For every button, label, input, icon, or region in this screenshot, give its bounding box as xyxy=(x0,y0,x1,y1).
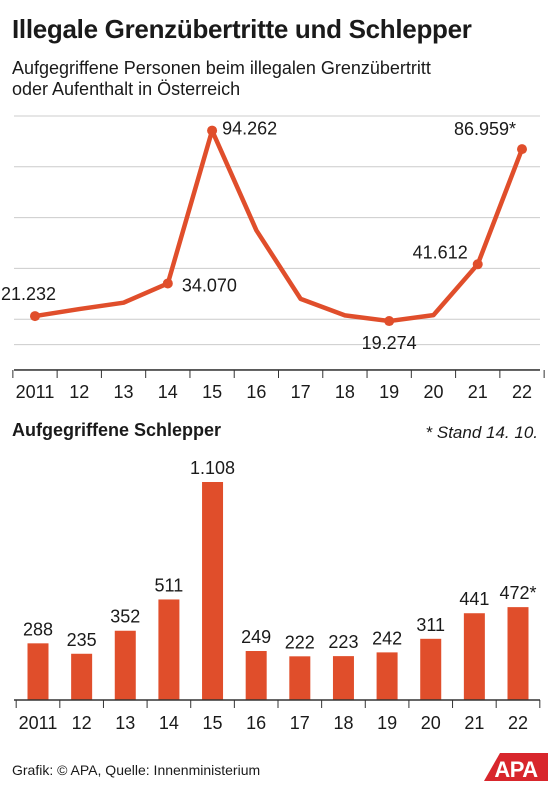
x-tick-label: 13 xyxy=(114,382,134,402)
bar-value-label: 441 xyxy=(459,589,489,609)
bar xyxy=(463,613,485,700)
bar xyxy=(71,653,93,700)
line-point xyxy=(517,144,527,155)
x-tick-label: 15 xyxy=(203,713,223,733)
apa-logo-text: APA xyxy=(494,757,538,782)
x-tick-label: 21 xyxy=(468,382,488,402)
line-point xyxy=(472,259,483,270)
line-point-label: 19.274 xyxy=(362,333,417,353)
x-tick-label: 20 xyxy=(421,713,441,733)
apa-logo: APA xyxy=(484,753,548,782)
x-tick-label: 2011 xyxy=(16,382,55,402)
x-tick-label: 18 xyxy=(335,382,355,402)
bar xyxy=(158,599,180,700)
bar-value-label: 472* xyxy=(499,583,536,603)
x-tick-label: 21 xyxy=(464,713,484,733)
x-tick-label: 19 xyxy=(379,382,399,402)
bar xyxy=(507,607,529,700)
bar xyxy=(332,656,354,700)
x-tick-label: 22 xyxy=(512,382,532,402)
line-point-label: 86.959* xyxy=(454,119,516,139)
line-chart: 21.232 34.070 94.262 19.274 41.612 86.959* 20… xyxy=(1,115,545,402)
bar-value-label: 311 xyxy=(416,615,445,635)
x-tick-label: 17 xyxy=(291,382,311,402)
bar-value-label: 1.108 xyxy=(190,458,235,478)
x-tick-label: 18 xyxy=(333,713,353,733)
bar-value-label: 352 xyxy=(110,607,140,627)
line-point xyxy=(384,316,395,327)
x-tick-label: 12 xyxy=(72,713,92,733)
bar-value-label: 288 xyxy=(23,619,53,639)
x-tick-label: 22 xyxy=(508,713,528,733)
date-note: * Stand 14. 10. xyxy=(425,423,538,442)
x-tick-label: 17 xyxy=(290,713,310,733)
bar-chart-title: Aufgegriffene Schlepper xyxy=(12,420,222,440)
bar-value-label: 235 xyxy=(67,630,97,650)
bar xyxy=(376,652,398,700)
line-series xyxy=(32,128,525,324)
page-title: Illegale Grenzübertritte und Schlepper xyxy=(12,14,472,44)
chart-subtitle-line-1: Aufgegriffene Personen beim illegalen Gr… xyxy=(12,58,431,78)
bar xyxy=(114,630,136,700)
x-tick-label: 16 xyxy=(246,382,266,402)
bar-value-label: 249 xyxy=(241,627,271,647)
x-tick-label: 20 xyxy=(423,382,443,402)
x-tick-label: 12 xyxy=(69,382,89,402)
x-tick-label: 14 xyxy=(159,713,179,733)
line-point-label: 41.612 xyxy=(413,242,468,262)
x-tick-label: 14 xyxy=(158,382,178,402)
bar xyxy=(289,656,311,700)
bar-value-label: 222 xyxy=(285,632,315,652)
bar-value-label: 511 xyxy=(155,575,184,595)
x-tick-label: 16 xyxy=(246,713,266,733)
line-point-label: 94.262 xyxy=(222,119,277,139)
bar xyxy=(202,482,224,700)
bar-value-label: 223 xyxy=(328,632,358,652)
bar xyxy=(420,638,442,700)
bar xyxy=(27,643,49,700)
source-credit: Grafik: © APA, Quelle: Innenministerium xyxy=(12,762,261,778)
line-point-label: 34.070 xyxy=(182,275,237,295)
line-point xyxy=(30,311,40,322)
x-tick-label: 19 xyxy=(377,713,397,733)
x-tick-label: 15 xyxy=(202,382,222,402)
bar xyxy=(245,651,267,700)
line-point xyxy=(162,278,173,289)
bar-value-label: 242 xyxy=(372,628,402,648)
chart-subtitle-line-2: oder Aufenthalt in Österreich xyxy=(12,79,241,99)
x-tick-label: 13 xyxy=(115,713,135,733)
x-tick-label: 2011 xyxy=(19,713,58,733)
line-point xyxy=(207,125,218,136)
apa-logo-shape xyxy=(484,753,548,781)
line-point-label: 21.232 xyxy=(1,284,56,304)
